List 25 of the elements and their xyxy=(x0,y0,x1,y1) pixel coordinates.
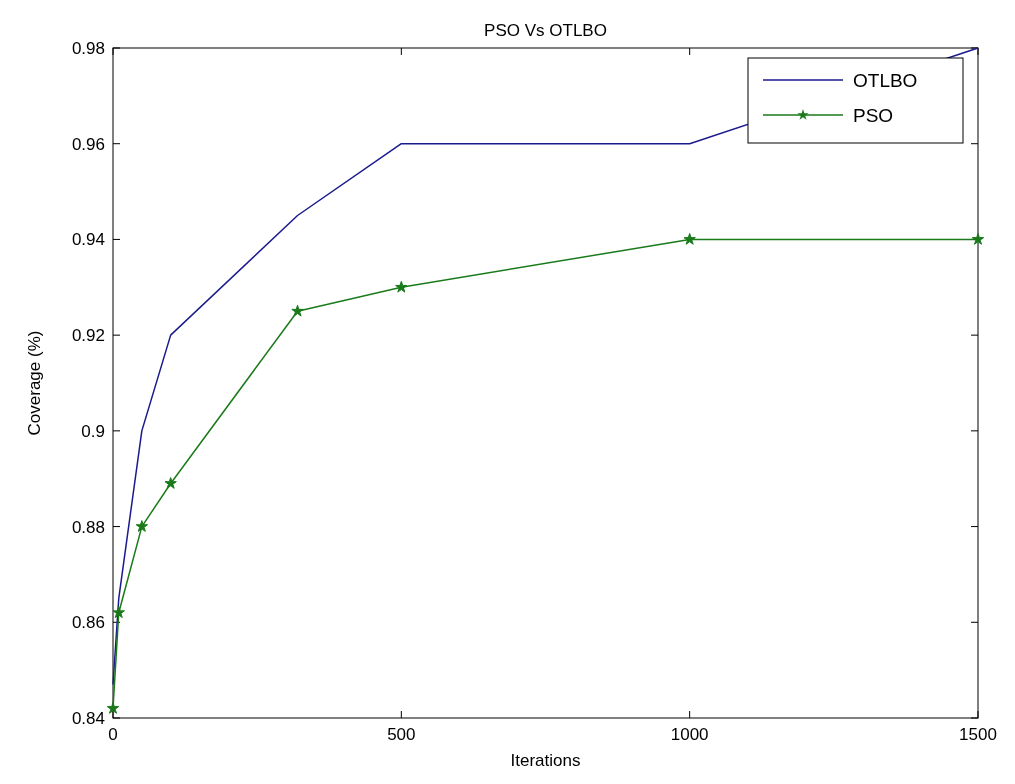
legend-label: PSO xyxy=(853,105,894,126)
point xyxy=(395,280,408,293)
point xyxy=(971,232,985,245)
y-tick-label: 0.98 xyxy=(71,39,105,58)
point xyxy=(135,520,149,532)
chart-title: PSO Vs OTLBO xyxy=(484,21,607,40)
point xyxy=(683,232,696,245)
y-tick-label: 0.86 xyxy=(71,613,105,633)
point xyxy=(291,304,304,317)
y-tick-label: 0.9 xyxy=(81,421,105,441)
y-tick-label: 0.94 xyxy=(71,230,105,250)
point xyxy=(106,701,120,714)
y-tick-label: 0.88 xyxy=(71,517,105,537)
x-tick-label: 500 xyxy=(387,725,416,744)
x-tick-label: 1500 xyxy=(959,725,997,744)
legend-label: OTLBO xyxy=(853,70,918,91)
x-tick-label: 1000 xyxy=(670,725,709,744)
y-tick-label: 0.92 xyxy=(71,326,105,346)
y-tick-label: 0.96 xyxy=(71,134,105,154)
y-axis-title: Coverage (%) xyxy=(25,330,44,436)
x-axis-title: Iterations xyxy=(510,751,581,770)
y-tick-label: 0.84 xyxy=(71,709,105,728)
point xyxy=(112,606,125,619)
x-tick-label: 0 xyxy=(108,725,118,744)
point xyxy=(164,477,177,489)
